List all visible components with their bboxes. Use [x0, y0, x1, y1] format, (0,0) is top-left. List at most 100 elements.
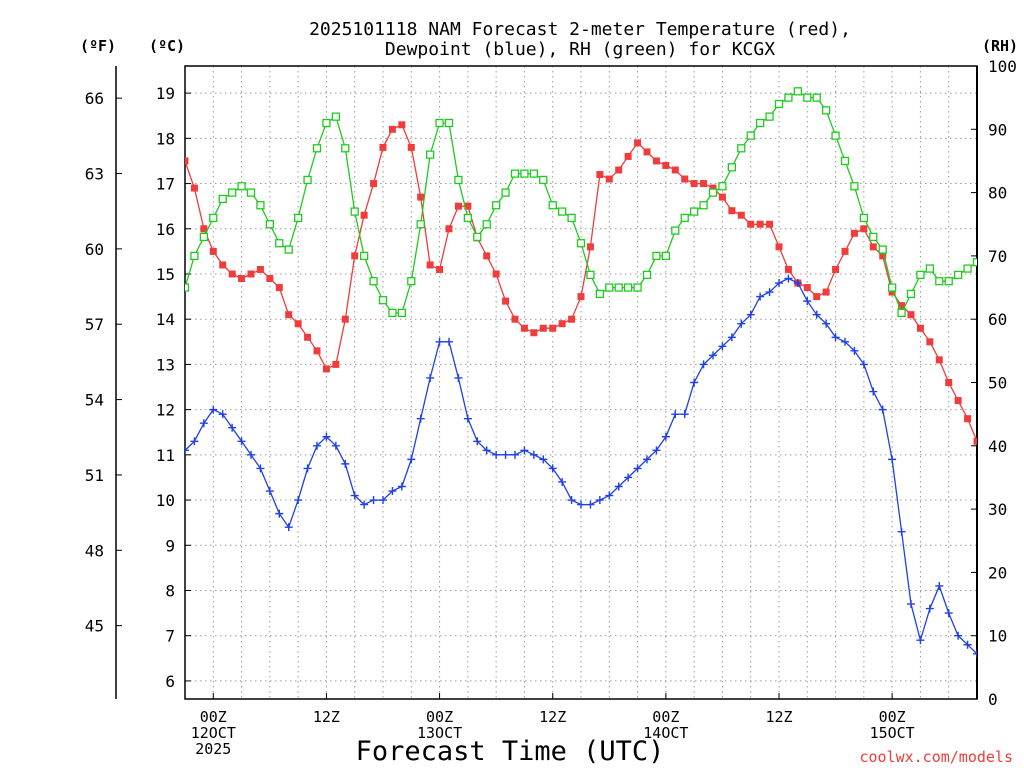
rh-point — [199, 232, 209, 242]
rh-point — [784, 93, 793, 102]
rh-point — [699, 201, 708, 210]
rh-point — [557, 207, 567, 216]
rh-point — [737, 144, 746, 153]
dewpoint-point — [605, 491, 614, 500]
temperature-point — [185, 157, 189, 165]
rh-point — [256, 201, 265, 210]
dewpoint-point — [925, 604, 934, 613]
rh-point — [482, 220, 491, 229]
rh-point — [454, 175, 463, 185]
temperature-point — [586, 243, 594, 251]
dewpoint-point — [661, 432, 670, 441]
dewpoint-point — [935, 581, 944, 590]
rh-point — [227, 188, 237, 197]
temperature-point — [153, 112, 160, 119]
celsius-tick-label: 18 — [156, 129, 175, 148]
dewpoint-point — [539, 455, 548, 464]
temperature-point — [907, 311, 915, 319]
rh-point — [185, 283, 190, 292]
temperature-point — [341, 315, 349, 323]
rh-point — [661, 251, 671, 261]
x-tick-label: 00Z — [426, 708, 453, 726]
dewpoint-point — [680, 410, 689, 419]
temperature-point — [822, 288, 830, 296]
x-tick-label: 12Z — [765, 708, 792, 726]
rh-point — [746, 131, 755, 140]
celsius-tick-label: 19 — [156, 84, 175, 103]
dewpoint-point — [294, 496, 303, 505]
dewpoint-point — [756, 292, 765, 301]
dewpoint-point — [652, 446, 661, 455]
rh-tick-label: 30 — [988, 500, 1007, 519]
dewpoint-point — [237, 437, 246, 446]
rh-point — [935, 277, 944, 286]
x-tick-label: 12Z — [313, 708, 340, 726]
fahrenheit-tick-label: 45 — [85, 617, 104, 636]
rh-point — [172, 303, 179, 310]
dewpoint-point — [407, 455, 416, 464]
dewpoint-point — [350, 491, 359, 500]
temperature-point — [266, 275, 274, 283]
dewpoint-point — [822, 319, 831, 328]
temperature-point — [426, 261, 434, 269]
rh-point — [501, 188, 510, 197]
temperature-point — [219, 261, 227, 269]
dewpoint-point — [209, 405, 218, 414]
dewpoint-point — [218, 410, 227, 419]
dewpoint-point — [256, 464, 265, 473]
dewpoint-point — [454, 373, 463, 382]
temperature-point — [407, 143, 415, 151]
rh-point — [359, 251, 369, 261]
rh-point — [275, 239, 284, 248]
rh-point — [916, 270, 925, 280]
rh-point — [614, 283, 623, 292]
temperature-point — [209, 247, 217, 255]
data-series — [153, 87, 977, 658]
temperature-point — [973, 437, 977, 445]
dewpoint-point — [841, 337, 849, 346]
temperature-series — [153, 112, 977, 445]
temperature-point — [417, 193, 425, 201]
rh-point — [906, 289, 916, 299]
rh-point — [887, 283, 897, 292]
rh-point — [831, 131, 840, 140]
rh-point — [576, 239, 586, 248]
dewpoint-point — [869, 387, 878, 396]
dewpoint-point — [388, 487, 397, 496]
rh-point — [350, 207, 359, 216]
y-axis-ticks: 6 7 8 9 10 11 12 13 14 15 16 17 18 19 45 48 51 54 57 60 63 66… — [85, 57, 1017, 709]
dewpoint-point — [567, 496, 576, 505]
dewpoint-point — [529, 450, 538, 459]
rh-point — [444, 118, 454, 128]
dewpoint-point — [153, 437, 161, 445]
rh-point — [435, 118, 444, 128]
fahrenheit-tick-label: 51 — [85, 466, 104, 485]
temperature-point — [832, 265, 840, 273]
x-tick-label: 12OCT — [191, 724, 236, 742]
temperature-point — [615, 166, 623, 174]
rh-point — [689, 207, 699, 216]
rh-point — [265, 220, 275, 229]
rh-point — [473, 232, 482, 242]
dewpoint-point — [303, 464, 312, 473]
temperature-point — [813, 293, 821, 301]
dewpoint-point — [520, 446, 529, 455]
grid-lines — [185, 66, 977, 699]
celsius-tick-label: 13 — [156, 355, 175, 374]
rh-tick-label: 100 — [988, 57, 1017, 76]
rh-point — [765, 112, 774, 121]
rh-point — [237, 182, 246, 191]
temperature-point — [275, 284, 283, 292]
temperature-point — [304, 333, 312, 341]
temperature-point — [568, 315, 576, 323]
dewpoint-point — [907, 600, 915, 609]
rh-point — [539, 175, 548, 185]
dewpoint-point — [963, 640, 972, 649]
dewpoint-point — [784, 274, 793, 283]
rh-point — [869, 232, 878, 242]
rh-series — [172, 87, 977, 318]
rh-unit-label: (RH) — [982, 37, 1018, 55]
fahrenheit-tick-label: 48 — [85, 541, 104, 560]
dewpoint-point — [614, 482, 623, 491]
rh-point — [341, 144, 350, 153]
